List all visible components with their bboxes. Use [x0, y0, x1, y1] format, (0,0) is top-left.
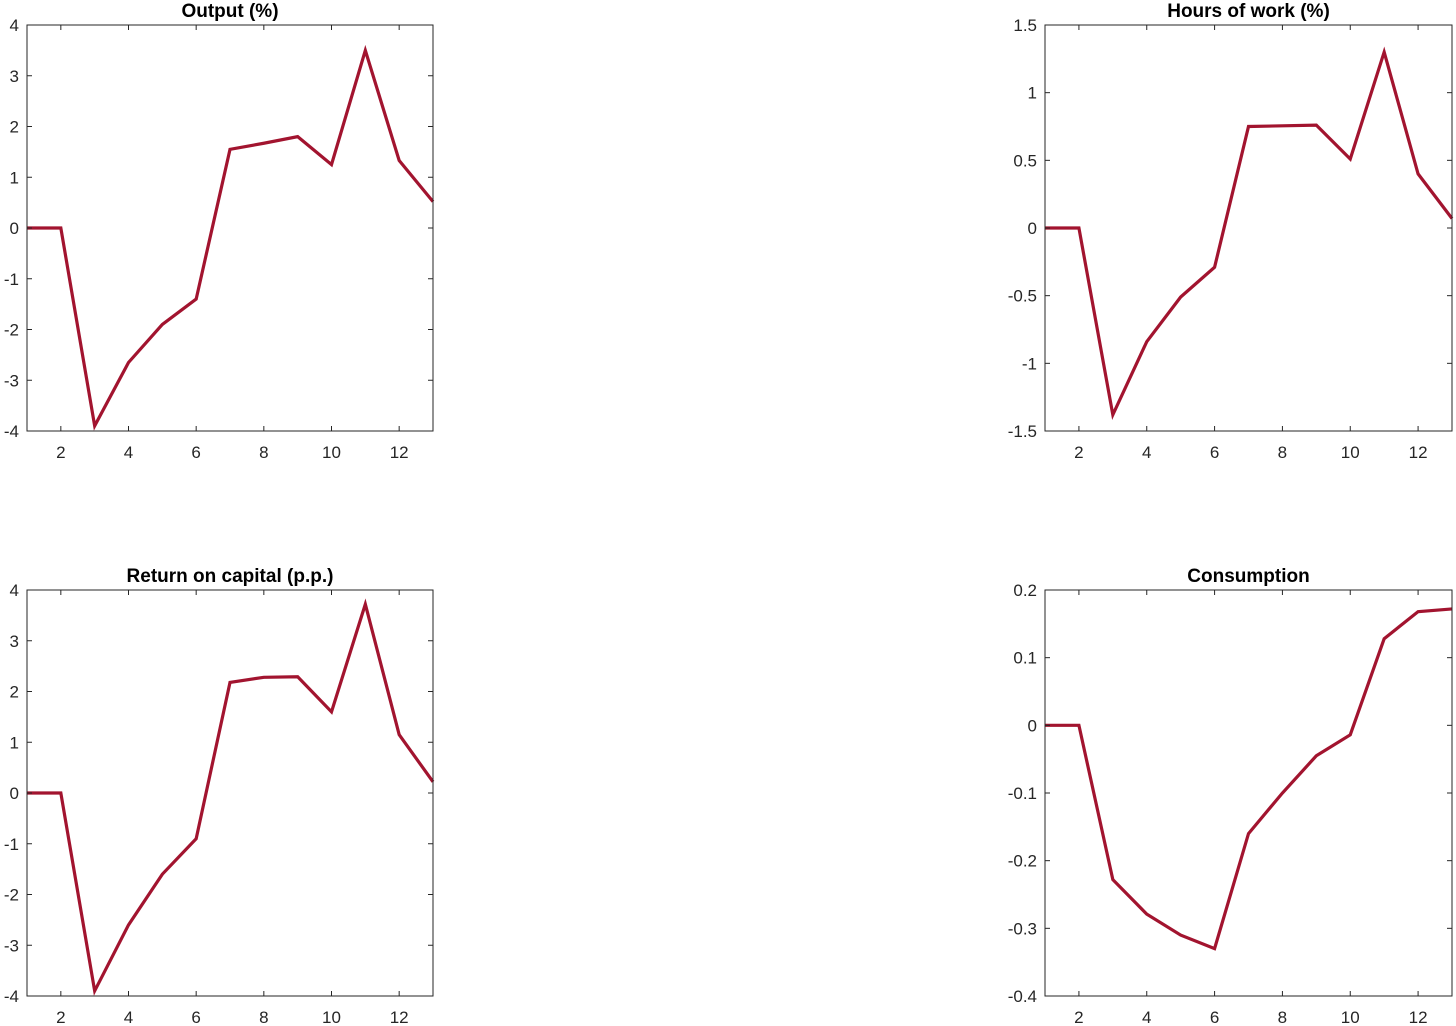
y-tick-label: -3	[4, 371, 19, 390]
y-tick-label: 0.5	[1013, 151, 1037, 170]
x-tick-label: 2	[56, 1008, 65, 1026]
x-tick-label: 6	[191, 1008, 200, 1026]
consumption-axes-box	[1044, 589, 1453, 997]
x-tick-label: 10	[1341, 443, 1360, 462]
y-tick-label: -1	[4, 835, 19, 854]
y-tick-label: 4	[10, 16, 19, 35]
x-tick-label: 10	[322, 1008, 341, 1026]
y-tick-label: -4	[4, 422, 19, 441]
y-tick-label: 3	[10, 632, 19, 651]
x-tick-label: 4	[1142, 1008, 1151, 1026]
return-on-capital-title: Return on capital (p.p.)	[127, 566, 334, 587]
y-tick-label: -1	[4, 270, 19, 289]
y-tick-label: 2	[10, 683, 19, 702]
x-tick-label: 12	[390, 1008, 409, 1026]
y-tick-label: -2	[4, 886, 19, 905]
x-tick-label: 6	[1210, 443, 1219, 462]
return-on-capital-axes-box	[26, 589, 434, 997]
y-tick-label: 2	[10, 118, 19, 137]
y-tick-label: 3	[10, 67, 19, 86]
y-tick-label: 1.5	[1013, 16, 1037, 35]
y-tick-label: -0.5	[1008, 287, 1037, 306]
x-tick-label: 8	[259, 443, 268, 462]
x-tick-label: 4	[1142, 443, 1151, 462]
x-tick-label: 8	[259, 1008, 268, 1026]
consumption-panel: Consumption 2 4 6 8 10 12 -0.4 -0.3 -0.2 -0.1 0 0.1…	[1008, 566, 1453, 1026]
y-tick-label: -0.1	[1008, 784, 1037, 803]
y-tick-label: 1	[1028, 84, 1037, 103]
hours-of-work-series-line	[1045, 46, 1454, 421]
output-series-line	[27, 44, 435, 431]
y-tick-label: 0	[1028, 716, 1037, 735]
x-tick-label: 2	[56, 443, 65, 462]
y-tick-label: -1	[1022, 354, 1037, 373]
y-tick-label: -3	[4, 936, 19, 955]
y-tick-label: 0.1	[1013, 649, 1037, 668]
y-tick-label: -1.5	[1008, 422, 1037, 441]
y-tick-label: 4	[10, 581, 19, 600]
consumption-series-line	[1045, 607, 1453, 951]
x-tick-label: 10	[322, 443, 341, 462]
hours-of-work-panel: Hours of work (%) 2 4 6 8 10 12 -1.5 -1 -0.5 0 0.5…	[1008, 1, 1454, 462]
y-tick-label: -0.3	[1008, 919, 1037, 938]
x-tick-label: 2	[1074, 443, 1083, 462]
x-tick-label: 10	[1341, 1008, 1360, 1026]
x-tick-label: 12	[1409, 1008, 1428, 1026]
consumption-title: Consumption	[1187, 566, 1309, 587]
return-on-capital-panel: Return on capital (p.p.) 2 4 6 8 10 12-4-3-2-…	[4, 566, 435, 1026]
x-tick-label: 12	[390, 443, 409, 462]
y-tick-label: 0	[10, 219, 19, 238]
y-tick-label: -2	[4, 321, 19, 340]
y-tick-label: -4	[4, 987, 19, 1006]
y-tick-label: -0.2	[1008, 852, 1037, 871]
x-tick-label: 4	[124, 443, 133, 462]
y-tick-label: 1	[10, 733, 19, 752]
x-tick-label: 12	[1409, 443, 1428, 462]
y-tick-label: 0.2	[1013, 581, 1037, 600]
y-tick-label: 1	[10, 168, 19, 187]
y-tick-label: 0	[10, 784, 19, 803]
y-tick-label: -0.4	[1008, 987, 1037, 1006]
hours-of-work-title: Hours of work (%)	[1167, 1, 1330, 22]
x-tick-label: 4	[124, 1008, 133, 1026]
x-tick-label: 2	[1074, 1008, 1083, 1026]
x-tick-label: 6	[191, 443, 200, 462]
x-tick-label: 8	[1278, 1008, 1287, 1026]
y-tick-label: 0	[1028, 219, 1037, 238]
output-title: Output (%)	[181, 1, 278, 22]
return-on-capital-series-line	[27, 598, 435, 996]
output-axes-box	[26, 24, 434, 432]
x-tick-label: 6	[1210, 1008, 1219, 1026]
x-tick-label: 8	[1278, 443, 1287, 462]
